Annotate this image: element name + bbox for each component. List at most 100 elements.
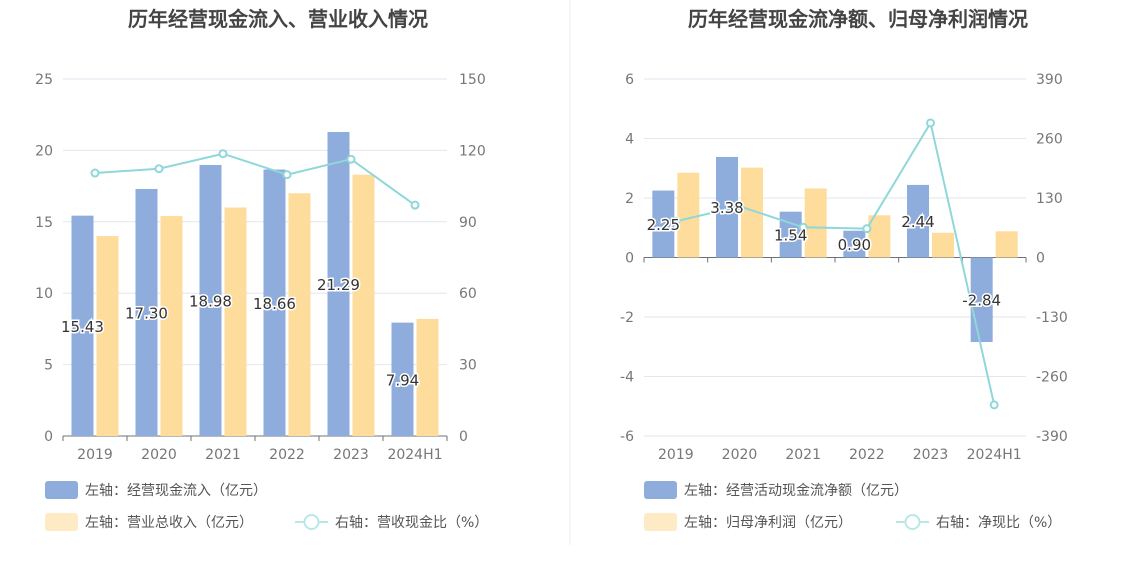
bar-secondary	[995, 231, 1018, 258]
legend-label: 左轴：营业总收入（亿元）	[85, 515, 253, 531]
x-tick-label: 2019	[658, 447, 694, 463]
line-point	[346, 154, 356, 164]
bar-primary	[327, 131, 350, 436]
bar-secondary	[96, 236, 119, 436]
line-series	[94, 152, 416, 206]
legend-swatch-marker	[904, 514, 921, 530]
line-point	[926, 118, 936, 128]
data-label: 18.66	[253, 295, 296, 313]
bar-primary	[199, 164, 222, 436]
legend-item: 左轴：归母净利润（亿元）	[644, 513, 852, 531]
bar-secondary	[160, 216, 183, 436]
right-tick-label: 130	[1036, 191, 1063, 207]
x-tick-label: 2019	[77, 447, 113, 463]
right-tick-label: 60	[459, 286, 477, 302]
legend-swatch-bar	[45, 513, 78, 531]
legend-label: 左轴：经营活动现金流净额（亿元）	[684, 483, 908, 499]
right-tick-label: -390	[1036, 429, 1068, 445]
x-tick-label: 2022	[269, 447, 305, 463]
data-label: 2.25	[647, 216, 680, 234]
right-tick-label: 390	[1036, 72, 1063, 88]
right-tick-label: 30	[459, 358, 477, 374]
right-tick-label: 260	[1036, 132, 1063, 148]
data-label: 21.29	[317, 276, 360, 294]
data-label: 0.90	[838, 236, 871, 254]
left-tick-label: -4	[620, 370, 634, 386]
data-label: 3.38	[710, 199, 743, 217]
data-label: 15.43	[61, 318, 104, 336]
x-tick-label: 2023	[913, 447, 949, 463]
data-label: 1.54	[774, 227, 807, 245]
right-tick-label: -260	[1036, 370, 1068, 386]
left-tick-label: 0	[44, 429, 53, 445]
line-point	[282, 170, 292, 180]
line-point	[735, 201, 745, 211]
left-tick-label: 6	[625, 72, 634, 88]
bar-secondary	[352, 174, 375, 436]
chart-panel-1: 历年经营现金流入、营业收入情况 0 5 10 15 20 25 0 30 60 90 120 150 20…	[35, 7, 488, 531]
bar-primary	[71, 215, 94, 436]
line-point	[218, 149, 228, 159]
left-tick-label: 20	[35, 143, 53, 159]
legend-item: 左轴：经营现金流入（亿元）	[45, 481, 267, 499]
chart-title: 历年经营现金流入、营业收入情况	[128, 7, 428, 31]
bar-primary	[135, 188, 158, 436]
x-tick-label: 2024H1	[967, 447, 1022, 463]
left-tick-label: 25	[35, 72, 53, 88]
right-tick-label: 90	[459, 215, 477, 231]
data-label: 2.44	[901, 213, 934, 231]
bar-primary	[779, 211, 802, 258]
x-tick-label: 2024H1	[387, 447, 442, 463]
data-label: -2.84	[962, 292, 1001, 310]
left-tick-label: 15	[35, 215, 53, 231]
legend-label: 左轴：归母净利润（亿元）	[684, 514, 852, 531]
line-series	[675, 120, 996, 406]
right-tick-label: 120	[459, 143, 486, 159]
left-tick-label: 2	[625, 191, 634, 207]
bar-secondary	[224, 207, 247, 436]
left-tick-label: 0	[625, 251, 634, 267]
x-tick-label: 2023	[333, 447, 369, 463]
legend-item: 右轴：营收现金比（%）	[295, 514, 488, 531]
line-point	[154, 164, 164, 174]
bar-secondary	[741, 167, 764, 258]
left-tick-label: -6	[620, 429, 634, 445]
bar-primary	[391, 322, 414, 436]
x-tick-label: 2021	[205, 447, 241, 463]
bar-primary	[843, 230, 866, 258]
bar-primary	[652, 190, 675, 258]
right-tick-label: 150	[459, 72, 486, 88]
line-point	[671, 216, 681, 226]
right-tick-label: 0	[1036, 251, 1045, 267]
legend-item: 右轴：净现比（%）	[896, 514, 1061, 531]
line-point	[862, 224, 872, 234]
x-tick-label: 2020	[141, 447, 177, 463]
legend-swatch-bar	[644, 513, 677, 531]
left-tick-label: 4	[625, 132, 634, 148]
line-point	[798, 222, 808, 232]
chart-panel-2: 历年经营现金流净额、归母净利润情况 -6 -4 -2 0 2 4 6 -390 -260 -130 0…	[620, 7, 1068, 531]
left-tick-label: 5	[44, 358, 53, 374]
legend: 左轴：经营活动现金流净额（亿元） 左轴：归母净利润（亿元） 右轴：净现比（%）	[644, 481, 1061, 531]
left-tick-label: 10	[35, 286, 53, 302]
bar-secondary	[932, 232, 955, 258]
x-tick-label: 2022	[849, 447, 885, 463]
chart-title: 历年经营现金流净额、归母净利润情况	[688, 7, 1028, 31]
x-tick-label: 2020	[722, 447, 758, 463]
bar-secondary	[804, 188, 827, 258]
line-point	[90, 168, 100, 178]
data-label: 17.30	[125, 304, 168, 322]
legend-swatch-marker	[303, 514, 320, 530]
left-tick-label: -2	[620, 310, 634, 326]
bar-secondary	[416, 318, 439, 436]
legend-label: 右轴：净现比（%）	[936, 515, 1061, 531]
bar-primary	[716, 156, 739, 258]
legend-label: 右轴：营收现金比（%）	[335, 515, 488, 531]
bar-secondary	[288, 193, 311, 436]
bar-primary	[907, 184, 930, 258]
bar-primary	[263, 169, 286, 436]
bar-secondary	[677, 172, 700, 258]
legend-swatch-bar	[644, 481, 677, 499]
